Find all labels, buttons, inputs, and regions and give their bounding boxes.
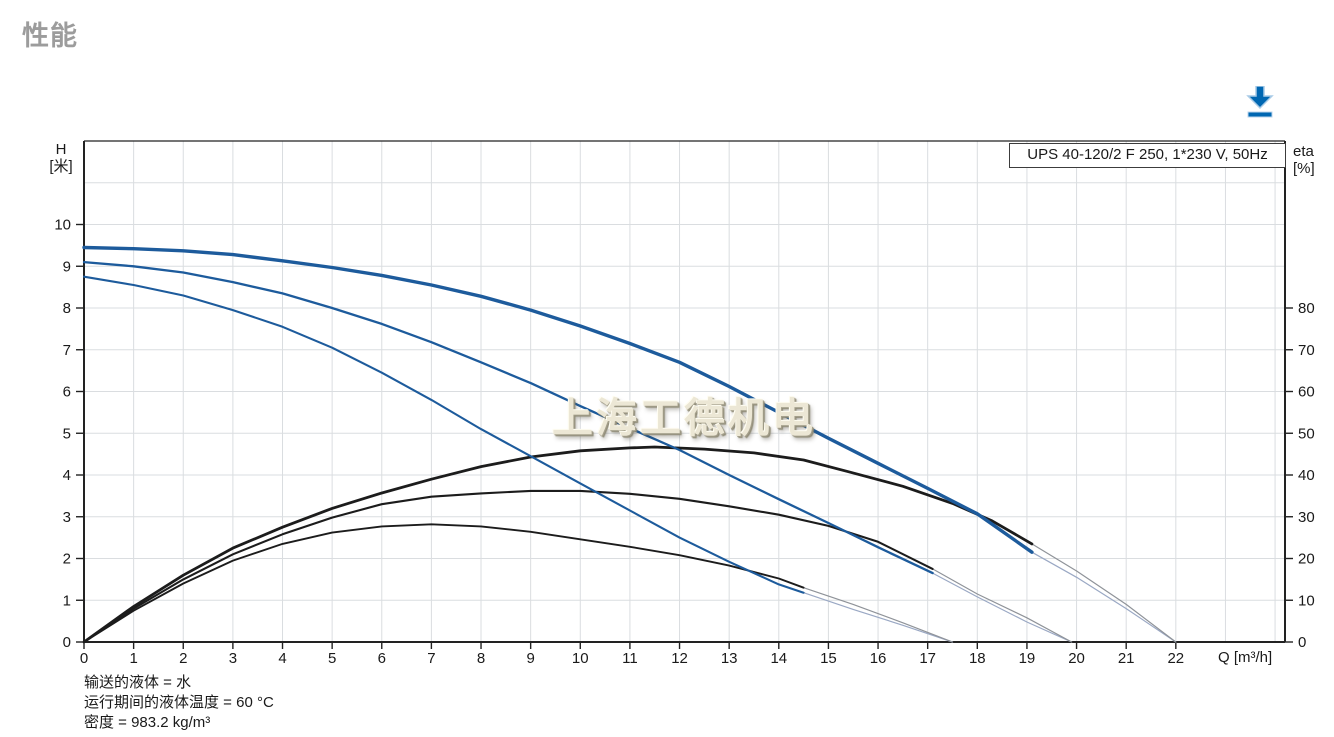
h-tick-label: 1 (63, 592, 71, 609)
x-tick-label: 11 (622, 650, 638, 667)
x-tick-label: 6 (378, 650, 386, 667)
x-tick-label: 14 (770, 650, 787, 667)
footnote-medium: 输送的液体 = 水 (84, 674, 192, 691)
speed2-head-extrapolation (931, 572, 1073, 643)
speed3-eta-curve (82, 445, 1034, 644)
h-tick-label: 3 (63, 509, 71, 526)
eta-tick-label: 80 (1298, 300, 1315, 317)
x-tick-label: 15 (820, 650, 837, 667)
x-tick-label: 8 (477, 650, 485, 667)
eta-tick-label: 30 (1298, 509, 1315, 526)
speed1-head-curve (82, 275, 805, 594)
eta-tick-label: 40 (1298, 467, 1315, 484)
speed2-head-curve (82, 260, 934, 575)
eta-tick-label: 20 (1298, 551, 1315, 568)
speed2-eta-curve (82, 489, 934, 644)
eta-tick-label: 0 (1298, 634, 1306, 651)
x-tick-label: 19 (1019, 650, 1036, 667)
x-tick-label: 4 (278, 650, 286, 667)
x-tick-label: 5 (328, 650, 336, 667)
x-tick-label: 2 (179, 650, 187, 667)
speed1-head-extrapolation (802, 592, 954, 643)
x-tick-label: 3 (229, 650, 237, 667)
watermark: 上海工德机电 (552, 395, 816, 441)
h-tick-label: 5 (63, 425, 71, 442)
right-axis-title: eta [%] (1293, 143, 1315, 177)
x-tick-label: 22 (1167, 650, 1184, 667)
eta-tick-label: 70 (1298, 342, 1315, 359)
left-axis-title: H [米] (49, 141, 73, 175)
x-tick-label: 13 (721, 650, 738, 667)
h-tick-label: 4 (63, 467, 71, 484)
eta-tick-label: 10 (1298, 592, 1315, 609)
x-tick-label: 17 (919, 650, 936, 667)
x-tick-label: 12 (671, 650, 688, 667)
x-tick-label: 0 (80, 650, 88, 667)
eta-tick-label: 60 (1298, 384, 1315, 401)
legend-label: UPS 40-120/2 F 250, 1*230 V, 50Hz (1027, 146, 1268, 163)
h-tick-label: 7 (63, 342, 71, 359)
h-tick-label: 6 (63, 384, 71, 401)
h-tick-label: 0 (63, 634, 71, 651)
x-tick-label: 10 (572, 650, 589, 667)
h-tick-label: 2 (63, 551, 71, 568)
x-tick-label: 7 (427, 650, 435, 667)
x-tick-label: 9 (526, 650, 534, 667)
download-icon (1246, 84, 1274, 117)
legend-box: UPS 40-120/2 F 250, 1*230 V, 50Hz (1009, 143, 1286, 168)
download-button[interactable] (1243, 84, 1277, 122)
page-title: 性能 (22, 21, 78, 51)
footnote-temperature: 运行期间的液体温度 = 60 °C (84, 694, 274, 711)
x-tick-label: 1 (129, 650, 137, 667)
eta-tick-label: 50 (1298, 425, 1315, 442)
speed3-head-extrapolation (1031, 551, 1177, 643)
h-tick-label: 9 (63, 258, 71, 275)
x-tick-label: 18 (969, 650, 986, 667)
speed1-eta-extrapolation (802, 587, 954, 643)
x-axis-title: Q [m³/h] (1218, 649, 1273, 666)
footnote-density: 密度 = 983.2 kg/m³ (84, 714, 211, 731)
x-tick-label: 16 (870, 650, 887, 667)
speed2-eta-extrapolation (931, 568, 1073, 643)
speed3-head-curve (82, 245, 1034, 554)
x-tick-label: 20 (1068, 650, 1085, 667)
chart-footnotes: 输送的液体 = 水 运行期间的液体温度 = 60 °C 密度 = 983.2 k… (84, 673, 274, 733)
speed1-eta-curve (83, 523, 805, 643)
speed3-eta-extrapolation (1031, 543, 1177, 643)
x-tick-label: 21 (1118, 650, 1135, 667)
h-tick-label: 10 (54, 217, 71, 234)
h-tick-label: 8 (63, 300, 71, 317)
